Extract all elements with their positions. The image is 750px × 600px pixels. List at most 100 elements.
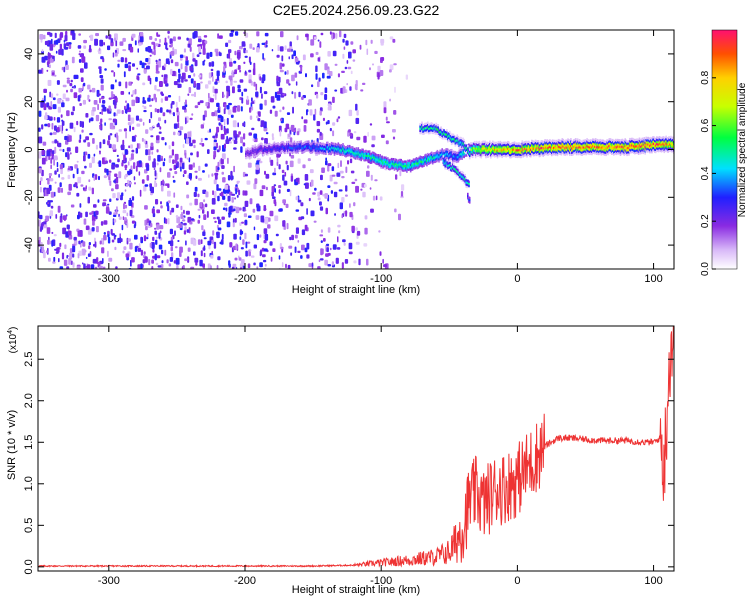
spectrogram-noise-cell	[81, 248, 86, 256]
spectrogram-ridge-cell	[430, 153, 433, 157]
spectrogram-ridge-cell	[263, 144, 265, 148]
spectrogram-noise-cell	[203, 245, 206, 251]
spectrogram-noise-cell	[238, 189, 241, 196]
spectrogram-noise-cell	[43, 103, 47, 111]
spectrogram-noise-cell	[56, 80, 60, 85]
spectrogram-ridge-cell	[622, 146, 625, 149]
spectrogram-noise-cell	[68, 135, 72, 142]
spectrogram-ridge-cell	[573, 147, 576, 150]
spectrogram-ridge-cell	[477, 154, 480, 157]
spectrogram-ridge-cell	[472, 144, 475, 148]
spectrogram-ridge-cell	[517, 150, 520, 154]
spectrogram-ridge-cell	[335, 147, 338, 151]
spectrogram-ridge-cell	[317, 145, 320, 148]
spectrogram-noise-cell	[282, 93, 285, 96]
spectrogram-ridge-cell	[278, 143, 280, 146]
spectrogram-ridge-cell	[570, 142, 572, 145]
spectrogram-ridge-cell	[309, 147, 312, 150]
spectrogram-ridge-cell	[667, 139, 669, 143]
spectrogram-ridge-cell	[593, 147, 596, 151]
spectrogram-ridge-cell	[637, 152, 640, 155]
spectrogram-ridge-cell	[593, 145, 595, 148]
spectrogram-ridge-cell	[480, 143, 483, 146]
spectrogram-ridge-cell	[422, 164, 424, 168]
spectrogram-ridge-cell	[497, 149, 500, 152]
spectrogram-branch-cell	[427, 123, 430, 126]
spectrogram-ridge-cell	[455, 158, 458, 161]
spectrogram-branch-cell	[419, 127, 421, 130]
spectrogram-noise-cell	[83, 263, 86, 269]
spectrogram-ridge-cell	[628, 149, 630, 152]
spectrogram-noise-cell	[190, 152, 193, 156]
spectrogram-ridge-cell	[318, 152, 320, 155]
spectrogram-ridge-cell	[667, 150, 669, 153]
spectrogram-noise-cell	[259, 262, 263, 268]
spectrogram-noise-cell	[298, 91, 301, 98]
spectrogram-ridge-cell	[615, 139, 618, 143]
spectrogram-branch-cell	[440, 126, 442, 129]
spectrogram-ridge-cell	[595, 146, 598, 149]
spectrogram-branch-cell	[442, 128, 444, 132]
spectrogram-ridge-cell	[566, 146, 568, 149]
spectrogram-noise-cell	[319, 206, 324, 211]
spectrogram-noise-cell	[117, 158, 120, 163]
spectrogram-branch-cell	[447, 138, 450, 142]
spectrogram-noise-cell	[232, 136, 235, 142]
spectrogram-noise-cell	[242, 171, 246, 178]
spectrogram-ridge-cell	[457, 151, 460, 154]
spectrogram-noise-cell	[78, 240, 81, 245]
spectrogram-ridge-cell	[251, 151, 254, 154]
spectrogram-ridge-cell	[349, 146, 352, 149]
spectrogram-ridge-cell	[652, 147, 654, 150]
spectrogram-noise-cell	[198, 38, 202, 43]
spectrogram-ridge-cell	[296, 147, 299, 150]
spectrogram-ridge-cell	[468, 143, 470, 146]
spectrogram-ridge-cell	[650, 149, 652, 153]
spectrogram-noise-cell	[66, 254, 69, 258]
spectrogram-ridge-cell	[629, 146, 631, 149]
spectrogram-branch-cell	[426, 122, 428, 125]
spectrogram-noise-cell	[113, 180, 116, 183]
spectrogram-ridge-cell	[570, 140, 572, 143]
spectrogram-ridge-cell	[561, 142, 564, 145]
spectrogram-noise-cell	[63, 66, 66, 73]
spectrogram-ridge-cell	[495, 154, 498, 157]
spectrogram-noise-cell	[39, 180, 42, 186]
spectrogram-ridge-cell	[503, 148, 505, 151]
spectrogram-ridge-cell	[485, 147, 487, 150]
spectrogram-noise-cell	[155, 236, 158, 239]
spectrogram-noise-cell	[278, 164, 281, 170]
spectrogram-branch-cell	[464, 143, 466, 147]
spectrogram-noise-cell	[111, 164, 115, 170]
spectrogram-noise-cell	[337, 236, 339, 243]
spectrogram-noise-cell	[59, 33, 62, 41]
spectrogram-noise-cell	[138, 35, 140, 41]
spectrogram-ridge-cell	[514, 144, 517, 148]
spectrogram-noise-cell	[327, 252, 331, 256]
spectrogram-ridge-cell	[321, 149, 323, 153]
spectrogram-noise-cell	[295, 57, 299, 62]
spectrogram-ridge-cell	[635, 140, 638, 144]
spectrogram-ridge-cell	[470, 152, 473, 156]
spectrogram-noise-cell	[177, 132, 180, 136]
spectrogram-ridge-cell	[266, 153, 269, 156]
spectrogram-ridge-cell	[569, 151, 571, 154]
spectrogram-ridge-cell	[328, 145, 331, 148]
spectrogram-noise-cell	[139, 160, 142, 164]
spectrogram-ridge-cell	[279, 143, 281, 146]
spectrogram-ridge-cell	[619, 153, 622, 156]
spectrogram-ridge-cell	[345, 153, 347, 156]
spectrogram-ridge-cell	[311, 144, 314, 147]
spectrogram-ridge-cell	[418, 156, 421, 159]
spectrogram-noise-cell	[94, 266, 98, 269]
spectrogram-ridge-cell	[645, 145, 647, 148]
spectrogram-ridge-cell	[286, 140, 288, 144]
spectrogram-noise-cell	[162, 112, 166, 117]
spectrogram-ridge-cell	[566, 142, 568, 145]
spectrogram-ridge-cell	[653, 142, 655, 145]
spectrogram-branch-cell	[459, 138, 461, 142]
spectrogram-ridge-cell	[526, 144, 528, 147]
spectrogram-noise-cell	[83, 139, 87, 143]
spectrogram-ridge-cell	[285, 151, 287, 154]
